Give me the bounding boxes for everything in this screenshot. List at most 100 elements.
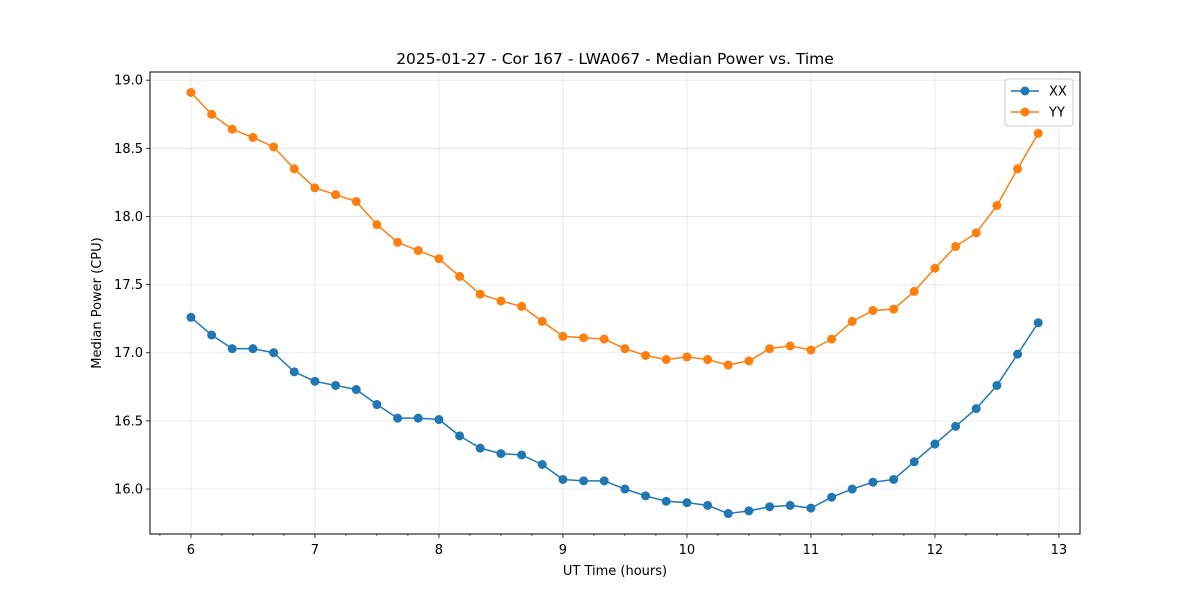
series-yy [186, 87, 1043, 370]
series-xx-point [806, 503, 816, 513]
x-tick-label: 9 [559, 543, 567, 558]
series-yy-point [537, 316, 547, 326]
series-yy-point [785, 341, 795, 351]
series-xx-point [579, 476, 589, 486]
series-xx-point [310, 376, 320, 386]
series-xx-point [723, 509, 733, 519]
series-xx-point [909, 457, 919, 467]
series-yy-point [227, 124, 237, 134]
legend-marker-yy [1020, 107, 1030, 117]
series-xx-point [475, 443, 485, 453]
series-yy-point [269, 142, 279, 152]
grid [150, 72, 1080, 534]
series-xx-point [641, 491, 651, 501]
y-tick-label: 17.5 [114, 278, 143, 293]
series-yy-point [558, 331, 568, 341]
series-yy-point [641, 350, 651, 360]
x-tick-label: 13 [1051, 543, 1068, 558]
series-xx [186, 312, 1043, 519]
series-yy-point [186, 87, 196, 97]
series-yy-point [992, 201, 1002, 211]
series-xx-point [744, 506, 754, 516]
x-tick-label: 8 [435, 543, 443, 558]
series-xx-point [351, 385, 361, 395]
series-xx-point [1013, 349, 1023, 359]
y-tick-label: 16.0 [114, 483, 143, 498]
series-yy-point [1013, 164, 1023, 174]
series-xx-point [186, 312, 196, 322]
plot-frame [149, 71, 1081, 535]
y-axis-label: Median Power (CPU) [90, 237, 105, 368]
chart-title: 2025-01-27 - Cor 167 - LWA067 - Median P… [396, 50, 834, 68]
x-tick-label: 11 [803, 543, 820, 558]
y-tick-label: 18.0 [114, 210, 143, 225]
series-xx-point [413, 413, 423, 423]
series-xx-point [703, 500, 713, 510]
series-yy-point [847, 316, 857, 326]
series-yy-point [434, 254, 444, 264]
x-tick-label: 7 [311, 543, 319, 558]
series-yy-point [455, 271, 465, 281]
series-xx-point [517, 450, 527, 460]
series-yy-point [310, 183, 320, 193]
series-xx-point [331, 380, 341, 390]
series-yy-point [951, 241, 961, 251]
x-tick-label: 12 [927, 543, 944, 558]
axes: 6 7 8 9 10 11 12 13 16.0 16.5 17.0 17.5 18.0 18.5 19.0 [114, 74, 1067, 558]
series-yy-point [599, 334, 609, 344]
series-yy-point [723, 360, 733, 370]
series-xx-point [289, 367, 299, 377]
y-tick-label: 19.0 [114, 74, 143, 89]
series-yy-point [909, 286, 919, 296]
series-yy-point [579, 333, 589, 343]
legend: XX YY [1004, 78, 1074, 127]
series-xx-point [951, 421, 961, 431]
series-yy-point [331, 190, 341, 200]
series-xx-point [558, 474, 568, 484]
series-xx-point [682, 498, 692, 508]
series-xx-point [207, 330, 217, 340]
series-xx-point [393, 413, 403, 423]
series-xx-point [599, 476, 609, 486]
series-xx-point [496, 449, 506, 459]
series-yy-point [806, 345, 816, 355]
series-xx-point [827, 492, 837, 502]
series-yy-point [703, 355, 713, 365]
series-yy-point [393, 237, 403, 247]
legend-label-yy: YY [1048, 106, 1065, 121]
series-yy-point [475, 289, 485, 299]
series-yy-point [661, 355, 671, 365]
series-xx-point [971, 404, 981, 414]
series-xx-point [434, 415, 444, 425]
series-xx-point [372, 400, 382, 410]
x-tick-label: 10 [679, 543, 696, 558]
series-yy-point [930, 263, 940, 273]
series-yy-point [682, 352, 692, 362]
series-xx-point [661, 496, 671, 506]
series-xx-point [455, 431, 465, 441]
series-yy-point [889, 304, 899, 314]
series-yy-point [413, 246, 423, 256]
series-yy-point [517, 301, 527, 311]
series-xx-point [889, 474, 899, 484]
series-yy-point [765, 344, 775, 354]
plot-series [186, 87, 1043, 519]
series-xx-point [847, 484, 857, 494]
series-xx-point [785, 500, 795, 510]
series-xx-point [765, 502, 775, 512]
x-tick-label: 6 [187, 543, 195, 558]
legend-label-xx: XX [1049, 85, 1067, 100]
series-xx-point [930, 439, 940, 449]
series-xx-point [537, 459, 547, 469]
series-xx-point [269, 348, 279, 358]
series-xx-point [248, 344, 258, 354]
series-xx-point [868, 477, 878, 487]
x-axis-label: UT Time (hours) [563, 564, 667, 579]
y-tick-label: 17.0 [114, 346, 143, 361]
series-yy-point [289, 164, 299, 174]
series-yy-point [744, 356, 754, 366]
series-yy-point [248, 132, 258, 142]
series-yy-point [207, 109, 217, 119]
